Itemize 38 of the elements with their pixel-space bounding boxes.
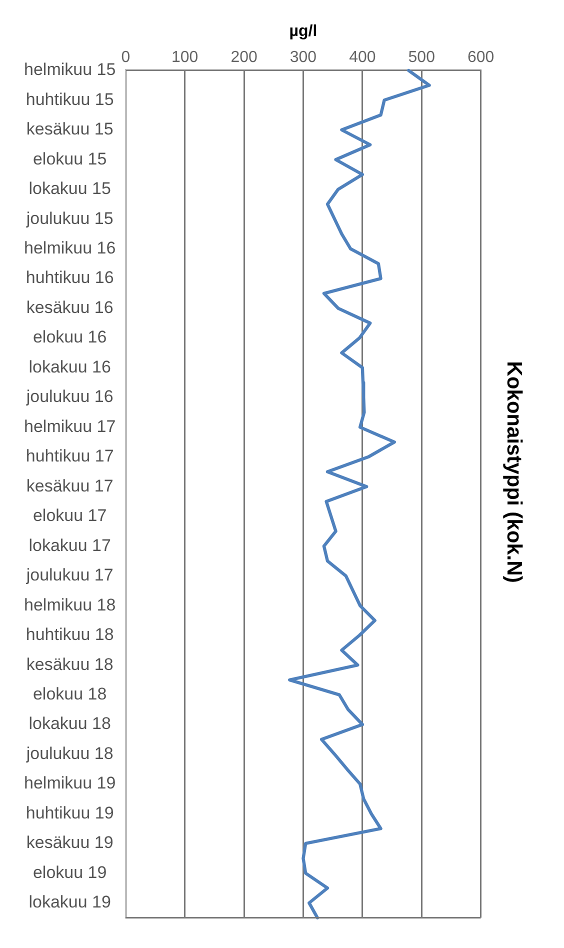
x-tick-label: 200	[230, 49, 258, 66]
y-tick-label: elokuu 16	[32, 328, 107, 347]
y-tick-label: helmikuu 17	[24, 416, 116, 436]
y-tick-label: huhtikuu 18	[26, 625, 114, 644]
y-tick-label: lokakuu 17	[28, 536, 111, 555]
x-tick-label: 100	[172, 49, 198, 66]
y-tick-label: joulukuu 18	[25, 744, 114, 763]
x-tick-label: 0	[121, 49, 130, 66]
y-tick-label: elokuu 17	[32, 506, 107, 526]
y-tick-label: kesäkuu 15	[26, 120, 114, 139]
x-tick-label: 500	[408, 49, 436, 66]
y-tick-label: kesäkuu 18	[26, 654, 114, 674]
y-tick-label: huhtikuu 15	[26, 90, 114, 109]
y-tick-label: huhtikuu 16	[26, 268, 114, 288]
y-tick-label: joulukuu 15	[25, 208, 114, 228]
y-tick-label: joulukuu 17	[25, 566, 114, 585]
y-tick-label: helmikuu 15	[24, 60, 116, 80]
y-tick-label: kesäkuu 16	[26, 298, 114, 317]
y-tick-label: kesäkuu 17	[26, 476, 114, 496]
x-tick-label: 400	[349, 49, 376, 66]
y-tick-label: huhtikuu 17	[26, 446, 114, 466]
y-tick-label: elokuu 19	[32, 862, 107, 882]
y-tick-label: lokakuu 19	[28, 892, 111, 912]
y-tick-label: helmikuu 19	[24, 774, 116, 793]
y-tick-label: kesäkuu 19	[26, 833, 114, 852]
y-tick-label: lokakuu 16	[28, 357, 111, 376]
x-axis-title: µg/l	[289, 23, 318, 40]
x-tick-label: 300	[290, 49, 317, 66]
y-tick-label: elokuu 15	[32, 149, 107, 168]
y-tick-label: joulukuu 16	[25, 387, 114, 406]
y-tick-label: elokuu 18	[32, 684, 107, 704]
y-tick-label: helmikuu 18	[24, 595, 116, 614]
y-tick-label: helmikuu 16	[24, 238, 116, 258]
text: Kokonaistyppi (kok.N)	[502, 361, 526, 583]
y-tick-label: lokakuu 15	[28, 179, 111, 198]
y-tick-label: lokakuu 18	[28, 714, 111, 734]
y-tick-label: huhtikuu 19	[26, 803, 114, 822]
x-tick-label: 600	[467, 49, 494, 66]
